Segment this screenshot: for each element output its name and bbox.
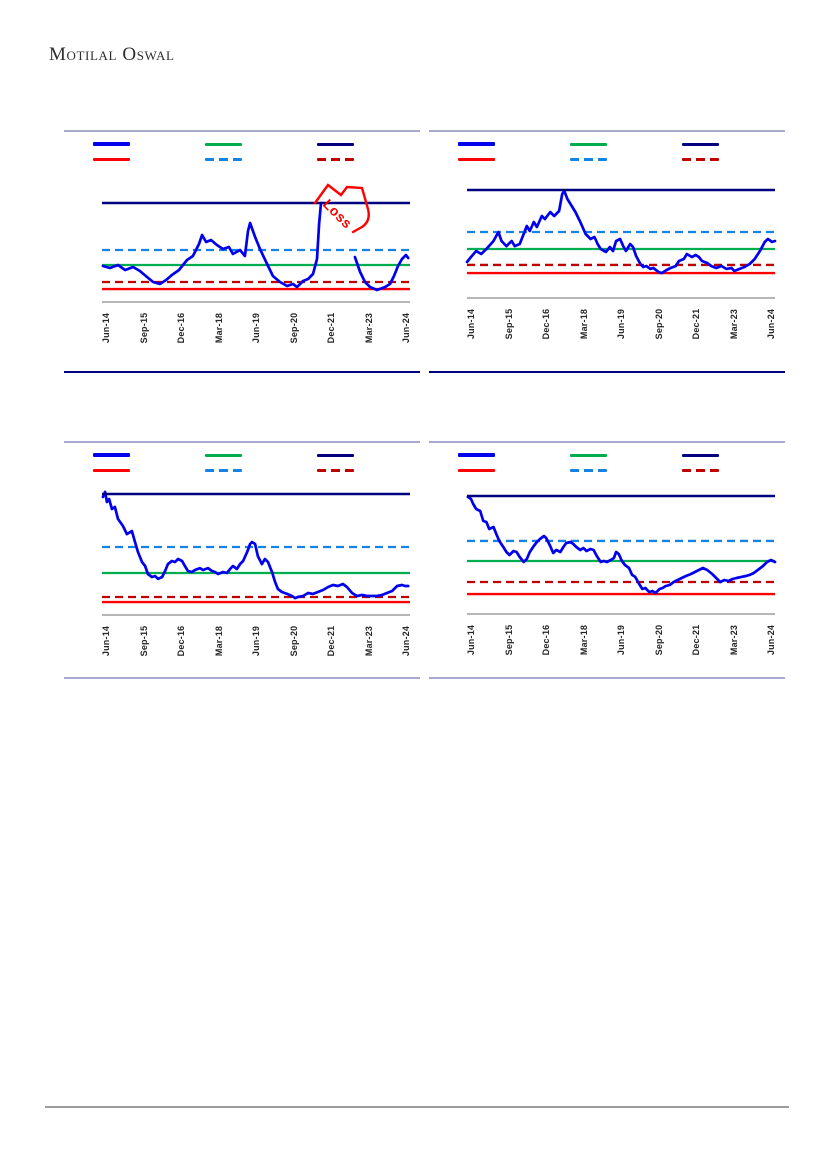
legend-swatch-red-solid-line: [458, 158, 495, 161]
x-axis-label: Jun-24: [766, 624, 776, 656]
chart-cell-top-left: Loss Jun-14 Sep-15 Dec-16 Mar-18 Jun-19 Sep-2…: [64, 130, 420, 373]
x-axis-label: Jun-19: [251, 625, 261, 657]
x-axis-label: Mar-18: [578, 308, 589, 340]
legend-row: [64, 448, 420, 463]
legend-row: [429, 448, 785, 463]
x-axis-label: Jun-19: [251, 312, 261, 344]
x-axis-label: Jun-19: [616, 308, 626, 340]
x-axis-label: Dec-21: [691, 308, 701, 340]
x-axis-label: Dec-16: [176, 312, 186, 344]
legend-row: [429, 463, 785, 478]
legend-swatch-blue-dashed-line: [205, 469, 242, 472]
x-axis-label: Sep-20: [288, 625, 299, 657]
footer-divider: [45, 1106, 789, 1108]
brand-logo: Motilal Oswal: [49, 44, 175, 65]
plot-area: [429, 132, 785, 371]
x-axis-label: Sep-15: [138, 312, 149, 344]
plot-area: Loss: [64, 132, 420, 371]
legend-swatch-green-solid-line: [205, 454, 242, 457]
line-chart: [101, 490, 410, 616]
plot-area: [64, 443, 420, 677]
x-axis-label: Dec-21: [691, 624, 701, 656]
legend-row: [429, 137, 785, 152]
chart-legend: [64, 448, 420, 478]
legend-swatch-red-solid-line: [458, 469, 495, 472]
legend-swatch-navy-solid-line: [317, 454, 354, 457]
chart-cell-bottom-right: Jun-14 Sep-15 Dec-16 Mar-18 Jun-19 Sep-20 Dec-…: [429, 441, 785, 679]
legend-swatch-blue-series-line: [458, 453, 495, 457]
x-axis-label: Mar-23: [728, 308, 739, 340]
x-axis-label: Dec-21: [326, 625, 336, 657]
legend-swatch-green-solid-line: [570, 143, 607, 146]
legend-swatch-red-solid-line: [93, 158, 130, 161]
legend-swatch-green-solid-line: [570, 454, 607, 457]
legend-swatch-darkred-dashed-line: [682, 469, 719, 472]
legend-swatch-blue-dashed-line: [205, 158, 242, 161]
data-series-line: [465, 189, 777, 275]
legend-swatch-blue-dashed-line: [570, 469, 607, 472]
x-axis-label: Mar-23: [363, 312, 374, 344]
data-series-line: [101, 201, 323, 289]
x-axis-label: Dec-16: [176, 625, 186, 657]
x-axis-label: Dec-21: [326, 312, 336, 344]
plot-area: [429, 443, 785, 677]
x-axis-label: Dec-16: [541, 624, 551, 656]
legend-swatch-darkred-dashed-line: [682, 158, 719, 161]
legend-swatch-darkred-dashed-line: [317, 469, 354, 472]
legend-swatch-navy-solid-line: [682, 454, 719, 457]
line-chart: Loss: [101, 183, 410, 303]
legend-swatch-blue-series-line: [93, 453, 130, 457]
legend-row: [64, 463, 420, 478]
x-axis-label: Mar-18: [578, 624, 589, 656]
x-axis-label: Mar-23: [363, 625, 374, 657]
chart-legend: [429, 137, 785, 167]
chart-cell-bottom-left: Jun-14 Sep-15 Dec-16 Mar-18 Jun-19 Sep-20 Dec-…: [64, 441, 420, 679]
chart-legend: [429, 448, 785, 478]
line-chart: [465, 188, 777, 299]
x-axis-label: Sep-20: [653, 308, 664, 340]
legend-swatch-blue-series-line: [93, 142, 130, 146]
legend-swatch-blue-dashed-line: [570, 158, 607, 161]
x-axis-label: Jun-14: [101, 312, 111, 344]
chart-cell-top-right: Jun-14 Sep-15 Dec-16 Mar-18 Jun-19 Sep-20 Dec-…: [429, 130, 785, 373]
legend-swatch-red-solid-line: [93, 469, 130, 472]
x-axis-label: Dec-16: [541, 308, 551, 340]
x-axis-label: Jun-14: [101, 625, 111, 657]
x-axis-label: Sep-20: [288, 312, 299, 344]
legend-row: [64, 137, 420, 152]
legend-swatch-navy-solid-line: [317, 143, 354, 146]
legend-row: [429, 152, 785, 167]
legend-swatch-navy-solid-line: [682, 143, 719, 146]
data-series-line: [466, 495, 777, 595]
x-axis-label: Sep-15: [503, 624, 514, 656]
loss-brace-annotation: [313, 183, 370, 234]
x-axis-label: Jun-19: [616, 624, 626, 656]
x-axis-label: Sep-20: [653, 624, 664, 656]
chart-legend: [64, 137, 420, 167]
legend-swatch-blue-series-line: [458, 142, 495, 146]
x-axis-label: Sep-15: [503, 308, 514, 340]
x-axis-label: Sep-15: [138, 625, 149, 657]
x-axis-label: Mar-18: [213, 312, 224, 344]
line-chart: [466, 494, 777, 615]
legend-row: [64, 152, 420, 167]
x-axis-label: Mar-23: [728, 624, 739, 656]
legend-swatch-darkred-dashed-line: [317, 158, 354, 161]
x-axis-label: Jun-24: [401, 312, 411, 344]
data-series-line: [101, 490, 410, 600]
x-axis-label: Jun-14: [466, 624, 476, 656]
x-axis-label: Jun-14: [466, 308, 476, 340]
legend-swatch-green-solid-line: [205, 143, 242, 146]
data-series-line: [353, 253, 410, 292]
loss-label: Loss: [320, 196, 356, 232]
x-axis-label: Jun-24: [401, 625, 411, 657]
x-axis-label: Jun-24: [766, 308, 776, 340]
x-axis-label: Mar-18: [213, 625, 224, 657]
